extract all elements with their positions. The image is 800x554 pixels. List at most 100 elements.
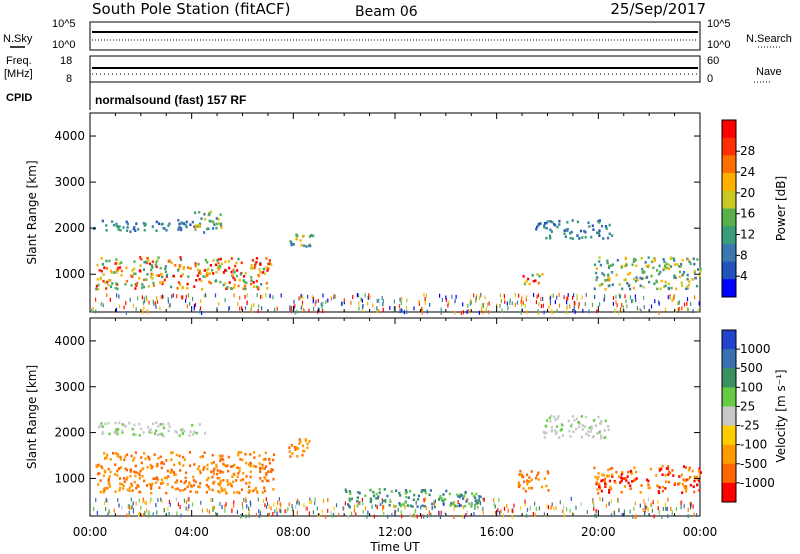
power-cell bbox=[242, 287, 245, 291]
velocity-cell bbox=[438, 496, 441, 500]
velocity-cell bbox=[264, 503, 266, 508]
power-cell bbox=[176, 287, 179, 290]
velocity-cell bbox=[459, 504, 462, 507]
power-region-4 bbox=[522, 273, 544, 286]
power-cell bbox=[422, 307, 424, 312]
power-cell bbox=[234, 264, 237, 268]
velocity-cell bbox=[689, 501, 691, 506]
velocity-cell bbox=[264, 465, 268, 468]
velocity-cell bbox=[561, 423, 564, 427]
velocity-cell bbox=[116, 432, 119, 436]
velocity-cell bbox=[543, 436, 546, 439]
power-cell bbox=[341, 301, 343, 306]
power-cell bbox=[520, 310, 522, 315]
power-cell bbox=[208, 280, 211, 284]
velocity-cell bbox=[696, 478, 699, 481]
velocity-cell bbox=[412, 498, 415, 501]
velocity-cell bbox=[227, 469, 230, 473]
power-cell bbox=[558, 223, 561, 226]
power-cell bbox=[543, 224, 546, 228]
velocity-cell bbox=[421, 504, 424, 508]
power-cell bbox=[698, 301, 700, 306]
power-cell bbox=[111, 220, 114, 223]
velocity-cell bbox=[220, 486, 223, 490]
power-cell bbox=[136, 281, 139, 285]
power-cell bbox=[327, 298, 329, 303]
power-cell bbox=[694, 295, 696, 300]
velocity-cell bbox=[438, 498, 441, 501]
velocity-cell bbox=[145, 501, 147, 506]
velocity-cell bbox=[647, 486, 650, 490]
velocity-cell bbox=[176, 479, 179, 482]
power-cell bbox=[265, 293, 267, 298]
power-cell bbox=[294, 310, 296, 315]
power-cell bbox=[208, 219, 211, 223]
power-cell bbox=[653, 257, 656, 261]
velocity-cell bbox=[695, 475, 699, 479]
velocity-cell bbox=[206, 508, 208, 513]
power-cell bbox=[167, 297, 169, 302]
power-cell bbox=[142, 222, 145, 225]
power-cell bbox=[213, 223, 216, 226]
power-cell bbox=[598, 234, 601, 237]
power-cell bbox=[566, 296, 568, 301]
velocity-cell bbox=[249, 475, 252, 479]
power-cell bbox=[109, 269, 113, 273]
velocity-cell bbox=[369, 500, 372, 504]
velocity-cell bbox=[291, 452, 294, 455]
velocity-cell bbox=[180, 480, 183, 483]
power-cell bbox=[567, 296, 569, 301]
velocity-colorbar-tick-label: 25 bbox=[740, 399, 755, 413]
velocity-cell bbox=[150, 487, 153, 490]
velocity-cell bbox=[206, 467, 209, 471]
velocity-cell bbox=[608, 501, 610, 506]
power-cell bbox=[206, 261, 209, 264]
power-cell bbox=[105, 287, 108, 290]
velocity-cell bbox=[405, 495, 408, 499]
power-cell bbox=[147, 309, 149, 314]
power-cell bbox=[389, 305, 391, 310]
velocity-cell bbox=[604, 419, 607, 423]
velocity-cell bbox=[463, 514, 466, 519]
power-cell bbox=[91, 308, 93, 313]
velocity-cell bbox=[404, 492, 407, 495]
velocity-region-7 bbox=[92, 496, 698, 520]
velocity-cell bbox=[231, 509, 233, 513]
velocity-cell bbox=[450, 502, 453, 505]
power-cell bbox=[687, 307, 689, 312]
velocity-cell bbox=[142, 431, 145, 434]
velocity-cell bbox=[633, 466, 636, 470]
velocity-cell bbox=[685, 485, 688, 488]
velocity-cell bbox=[594, 424, 597, 427]
velocity-cell bbox=[169, 502, 171, 507]
velocity-cell bbox=[242, 478, 245, 481]
power-cell bbox=[246, 293, 248, 298]
velocity-cell bbox=[133, 423, 136, 427]
power-cell bbox=[214, 280, 217, 283]
velocity-cell bbox=[619, 481, 622, 484]
power-cell bbox=[669, 265, 673, 268]
power-cell bbox=[588, 225, 591, 228]
power-cell bbox=[250, 282, 253, 286]
velocity-cell bbox=[245, 475, 248, 478]
power-cell bbox=[533, 292, 535, 297]
power-cell bbox=[93, 227, 96, 231]
velocity-cell bbox=[155, 503, 157, 508]
velocity-cell bbox=[280, 509, 282, 514]
velocity-cell bbox=[130, 497, 132, 502]
power-cell bbox=[536, 225, 539, 229]
velocity-cell bbox=[141, 467, 144, 471]
velocity-cell bbox=[648, 486, 651, 490]
velocity-cell bbox=[651, 508, 653, 513]
power-cell bbox=[197, 262, 200, 266]
power-cell bbox=[514, 302, 516, 307]
velocity-cell bbox=[152, 422, 155, 426]
time-tick-label: 00:00 bbox=[683, 525, 718, 539]
power-cell bbox=[233, 270, 236, 274]
power-cell bbox=[150, 268, 153, 272]
velocity-cell bbox=[494, 510, 497, 515]
power-cell bbox=[137, 296, 139, 301]
velocity-cell bbox=[690, 503, 692, 508]
velocity-cell bbox=[249, 462, 252, 465]
power-cell bbox=[196, 268, 200, 272]
